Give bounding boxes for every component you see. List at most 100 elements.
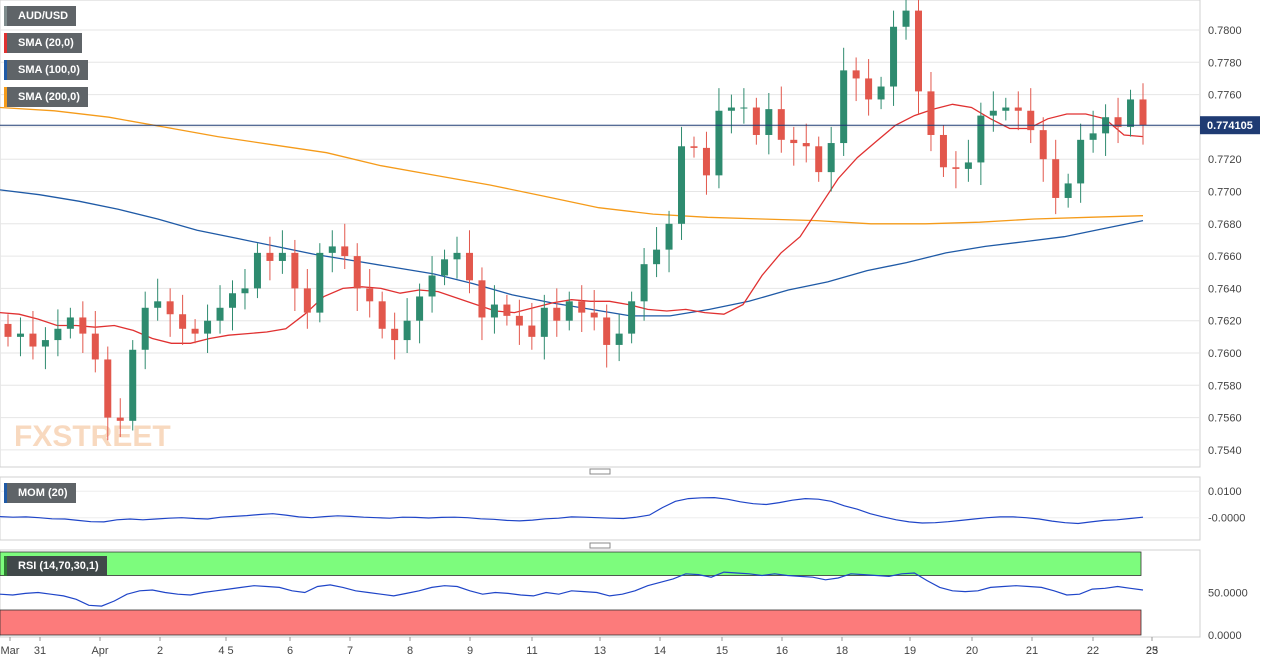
candle-bull	[441, 259, 449, 276]
candle-bear	[104, 359, 112, 418]
current-price-value: 0.774105	[1207, 120, 1253, 132]
price-tick-label: 0.7680	[1208, 219, 1242, 231]
candle-bear	[1027, 110, 1035, 131]
candle-bear	[116, 417, 124, 421]
price-tick-label: 0.7600	[1208, 348, 1242, 360]
candle-bear	[852, 70, 860, 79]
fxstreet-logo: FXSTREET	[14, 420, 171, 453]
x-tick-label: 2	[157, 645, 163, 657]
candle-bear	[578, 301, 586, 313]
price-tick-label: 0.7580	[1208, 380, 1242, 392]
candle-bull	[565, 301, 573, 321]
candle-bear	[503, 304, 511, 316]
candle-bull	[154, 301, 162, 308]
price-tick-label: 0.7640	[1208, 283, 1242, 295]
candle-bull	[278, 252, 286, 261]
candle-bear	[465, 252, 473, 281]
candle-bear	[353, 256, 361, 289]
candle-bull	[16, 333, 24, 337]
candle-bear	[1114, 117, 1122, 127]
sma200-label[interactable]: SMA (200,0)	[4, 87, 88, 107]
x-tick-label: 6	[287, 645, 293, 657]
candle-bear	[1052, 159, 1060, 198]
panel-resize-handle	[589, 468, 611, 475]
candle-bear	[752, 107, 760, 135]
candle-bear	[1139, 99, 1147, 126]
price-tick-label: 0.7800	[1208, 25, 1242, 37]
candle-bull	[216, 307, 224, 321]
candle-bear	[914, 10, 922, 92]
candle-bull	[1002, 107, 1010, 111]
price-tick-label: 0.7760	[1208, 90, 1242, 102]
candle-bull	[490, 304, 498, 318]
candle-bull	[241, 288, 249, 294]
x-tick-label: 9	[467, 645, 473, 657]
candle-bear	[91, 333, 99, 360]
x-tick-label: 31	[34, 645, 46, 657]
candle-bear	[515, 315, 523, 326]
candle-bull	[640, 264, 648, 302]
x-tick-label: Apr	[91, 645, 108, 657]
x-tick-label: 16	[776, 645, 788, 657]
candle-bull	[840, 70, 848, 144]
candle-bull	[715, 110, 723, 176]
candle-bull	[1077, 139, 1085, 184]
price-tick-label: 0.7540	[1208, 445, 1242, 457]
sma200-line	[0, 106, 1144, 225]
candle-bear	[266, 252, 274, 261]
candle-bear	[378, 301, 386, 329]
mom-label[interactable]: MOM (20)	[4, 483, 76, 503]
rsi-overbought-zone	[0, 551, 1142, 576]
candle-bull	[453, 252, 461, 260]
candle-bull	[989, 110, 997, 116]
x-tick-label: 14	[654, 645, 666, 657]
candle-bull	[1127, 99, 1135, 127]
candle-bull	[827, 143, 835, 173]
rsi-tick-label: 50.0000	[1208, 588, 1248, 600]
candle-bear	[366, 288, 374, 302]
candle-bull	[66, 317, 74, 329]
x-tick-label: 20	[966, 645, 978, 657]
candle-bull	[628, 301, 636, 334]
candle-bear	[391, 328, 399, 341]
candle-bear	[815, 146, 823, 173]
candle-bear	[702, 147, 710, 176]
candle-bear	[939, 134, 947, 168]
rsi-label[interactable]: RSI (14,70,30,1)	[4, 556, 107, 576]
candle-bull	[665, 223, 673, 250]
candle-bear	[590, 312, 598, 318]
candle-bull	[615, 333, 623, 345]
candle-bull	[129, 349, 137, 421]
candle-bull	[416, 296, 424, 321]
candle-bull	[727, 107, 735, 111]
rsi-tick-label: 0.0000	[1208, 630, 1242, 642]
price-tick-label: 0.7660	[1208, 251, 1242, 263]
x-tick-label: 21	[1026, 645, 1038, 657]
price-tick-label: 0.7720	[1208, 154, 1242, 166]
candle-bear	[927, 91, 935, 135]
candle-bull	[890, 26, 898, 87]
x-tick-label: 11	[526, 645, 537, 657]
x-tick-label: 19	[904, 645, 916, 657]
candle-bull	[253, 252, 261, 289]
candle-bear	[553, 307, 561, 321]
current-price-tag	[1200, 116, 1260, 135]
sma100-label[interactable]: SMA (100,0)	[4, 60, 88, 80]
candle-bear	[166, 301, 174, 315]
mom-tick-label: 0.0100	[1208, 486, 1242, 498]
candle-bear	[865, 78, 873, 100]
candle-bull	[1064, 183, 1072, 198]
candle-bull	[229, 293, 237, 308]
price-tick-label: 0.7700	[1208, 187, 1242, 199]
candle-bear	[690, 146, 698, 148]
x-tick-label: 7	[347, 645, 353, 657]
price-tick-label: 0.7560	[1208, 413, 1242, 425]
candle-bull	[977, 115, 985, 163]
symbol-label[interactable]: AUD/USD	[4, 6, 77, 26]
sma20-label[interactable]: SMA (20,0)	[4, 33, 82, 53]
candle-bull	[765, 109, 773, 135]
x-tick-label: 8	[407, 645, 413, 657]
panel-resize-handle	[589, 542, 611, 549]
candle-bull	[41, 340, 49, 347]
candle-bear	[478, 280, 486, 318]
